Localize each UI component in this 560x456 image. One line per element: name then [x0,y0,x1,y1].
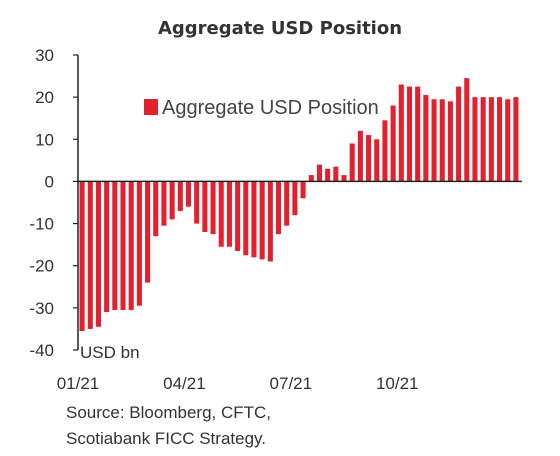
x-tick-label: 10/21 [376,374,419,393]
bar [357,130,363,182]
y-unit-label: USD bn [80,343,140,362]
bar [488,97,494,182]
bar [276,181,282,235]
bar [185,181,192,207]
bar [366,135,372,182]
bar [202,181,208,232]
y-tick-label: 30 [35,46,54,65]
chart-title: Aggregate USD Position [157,18,403,39]
bar [210,181,216,235]
bar [153,181,159,237]
bar [300,181,306,199]
bar [349,143,355,182]
x-tick-label: 07/21 [270,374,313,393]
bar [120,181,126,310]
bar [161,181,167,226]
bar [472,97,478,182]
source-note: Source: Bloomberg, CFTC, Scotiabank FICC… [66,400,271,452]
bar [497,97,503,182]
bar [333,166,339,182]
bar [431,99,437,182]
bar [308,175,314,182]
bar [423,95,429,182]
x-tick-label: 01/21 [57,374,100,393]
legend-label: Aggregate USD Position [162,97,379,119]
bar [341,175,347,182]
bar [226,181,232,247]
bar [259,181,265,260]
bar [95,181,101,327]
bar [382,120,388,182]
bar-series [79,78,519,332]
y-tick-label: -10 [29,215,54,234]
x-tick-label: 04/21 [163,374,206,393]
bar [145,181,151,283]
bar [513,97,519,182]
bar [267,181,273,262]
bar [415,86,421,182]
y-tick-label: -30 [29,299,54,318]
bar [316,164,322,182]
bar [194,181,200,224]
bar [374,139,380,182]
bar [398,84,404,182]
legend-swatch [144,99,158,115]
y-tick-label: 10 [35,130,54,149]
bar [177,181,183,211]
bar [128,181,134,310]
bar [390,105,396,182]
bar [104,181,110,313]
bar [325,168,331,182]
bar [251,181,257,258]
bar [505,99,511,182]
y-tick-label: 20 [35,88,54,107]
bar [406,86,413,182]
bar [464,78,470,182]
bar [292,181,298,216]
y-tick-label: -40 [29,341,54,360]
bar [235,181,241,251]
y-tick-label: -20 [29,257,54,276]
bar [87,181,93,329]
bar [169,181,175,220]
bar [456,86,462,182]
source-line-1: Source: Bloomberg, CFTC, [66,403,272,422]
bar [439,99,445,182]
bar [136,181,142,306]
bar [112,181,118,310]
bar [79,181,85,332]
bar [218,181,224,247]
bar [284,181,290,226]
bar [447,101,453,182]
y-tick-label: 0 [45,172,54,191]
legend: Aggregate USD Position [144,97,379,119]
bar [243,181,249,256]
bar [480,97,486,182]
source-line-2: Scotiabank FICC Strategy. [66,429,266,448]
